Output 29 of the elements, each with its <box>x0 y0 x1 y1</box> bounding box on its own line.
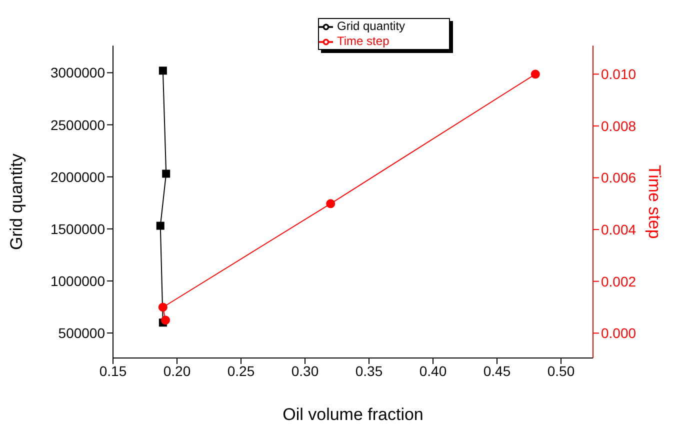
x-tick-label: 0.20 <box>163 362 191 379</box>
x-tick-label: 0.15 <box>99 362 127 379</box>
y-tick-label: 2500000 <box>50 116 106 133</box>
y2-tick-label: 0.002 <box>601 273 636 290</box>
y-axis-title: Grid quantity <box>7 153 26 250</box>
x-tick-label: 0.35 <box>355 362 383 379</box>
y2-axis-title: Time step <box>644 164 664 239</box>
x-tick-label: 0.50 <box>547 362 575 379</box>
point <box>326 199 336 208</box>
point <box>160 316 170 325</box>
y-tick-label: 1000000 <box>50 272 106 289</box>
x-tick-label: 0.30 <box>291 362 319 379</box>
y2-tick-label: 0.010 <box>601 66 636 82</box>
y-tick-label: 1500000 <box>50 220 106 237</box>
x-tick-label: 0.45 <box>483 362 511 379</box>
legend-label: Grid quantity <box>337 19 406 33</box>
point <box>158 302 168 312</box>
y2-tick-label: 0.000 <box>601 325 636 342</box>
x-tick-label: 0.25 <box>227 362 255 379</box>
y2-tick-label: 0.004 <box>601 222 636 238</box>
x-tick-label: 0.40 <box>419 362 447 379</box>
x-axis-title: Oil volume fraction <box>282 405 424 424</box>
y2-tick-label: 0.008 <box>601 118 636 134</box>
point <box>530 70 540 79</box>
y-tick-label: 2000000 <box>50 168 106 185</box>
y-tick-label: 500000 <box>58 324 106 341</box>
legend-label: Time step <box>337 34 390 48</box>
y2-tick-label: 0.006 <box>601 170 636 186</box>
y-tick-label: 3000000 <box>50 64 106 81</box>
